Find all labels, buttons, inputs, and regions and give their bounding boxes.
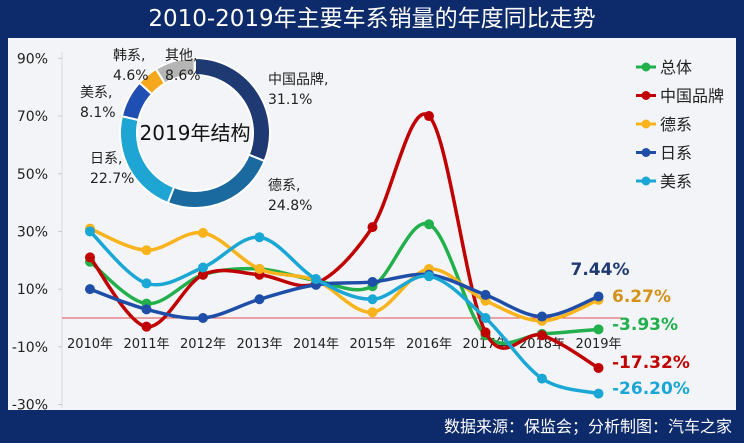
data-point — [480, 327, 491, 338]
data-point — [537, 373, 547, 384]
legend-label: 总体 — [660, 58, 692, 77]
data-point — [141, 304, 152, 315]
legend-label: 中国品牌 — [660, 87, 724, 106]
donut-slice — [154, 56, 196, 85]
end-value-label: -17.32% — [612, 353, 690, 373]
data-point — [367, 307, 378, 318]
series-1: -17.32% 中国品牌 — [85, 87, 724, 373]
legend-label: 日系 — [660, 144, 692, 163]
y-tick-label: 10% — [17, 282, 48, 298]
x-tick-label: 2013年 — [236, 337, 282, 352]
x-tick-label: 2016年 — [406, 337, 452, 352]
data-point — [141, 245, 152, 256]
y-tick-label: 30% — [17, 224, 48, 240]
end-value-label: -26.20% — [612, 379, 690, 399]
legend-marker — [641, 148, 651, 157]
donut-label-name: 韩系, — [113, 48, 145, 64]
end-value-label: 6.27% — [612, 287, 671, 307]
data-point — [537, 330, 547, 341]
series-4: -26.20% 美系 — [85, 172, 692, 399]
series-line — [89, 226, 600, 323]
data-point — [141, 278, 152, 289]
x-tick-label: 2011年 — [123, 337, 169, 352]
data-point — [593, 388, 604, 399]
data-point — [85, 252, 95, 263]
data-point — [424, 111, 434, 122]
data-point — [198, 262, 208, 273]
data-point — [311, 274, 321, 285]
donut-slice — [194, 56, 271, 163]
series-3: 7.44% 日系 — [85, 144, 692, 323]
donut-title: 2019年结构 — [140, 121, 251, 145]
data-point — [480, 289, 491, 300]
donut-label-value: 8.1% — [80, 105, 116, 121]
x-tick-label: 2019年 — [575, 337, 621, 352]
y-tick-label: 70% — [17, 109, 48, 125]
end-value-label: -3.93% — [612, 315, 678, 335]
data-point — [85, 284, 95, 295]
donut-slice — [166, 153, 266, 209]
series-line — [89, 272, 600, 321]
data-point — [424, 219, 434, 230]
x-tick-label: 2015年 — [349, 337, 395, 352]
legend-label: 美系 — [660, 172, 692, 191]
donut-label-value: 24.8% — [268, 198, 312, 214]
data-point — [254, 294, 265, 305]
legend-marker — [641, 119, 651, 129]
donut-label-name: 美系, — [80, 85, 112, 101]
data-point — [593, 362, 604, 373]
donut-label-name: 德系, — [268, 178, 300, 194]
donut-label-value: 4.6% — [113, 68, 149, 84]
donut-label-value: 31.1% — [268, 92, 312, 108]
data-point — [593, 291, 604, 302]
data-point — [480, 313, 491, 323]
data-point — [198, 227, 208, 238]
data-point — [254, 263, 265, 274]
donut-label-value: 22.7% — [90, 171, 134, 187]
data-point — [367, 276, 378, 287]
legend-marker — [641, 176, 651, 186]
source-footer: 数据来源：保监会；分析制图：汽车之家 — [0, 410, 744, 443]
data-point — [85, 226, 95, 237]
donut-label-name: 中国品牌, — [268, 71, 328, 88]
data-point — [593, 324, 604, 335]
donut-label-name: 日系, — [90, 151, 122, 167]
y-tick-label: 90% — [17, 51, 48, 67]
data-point — [367, 294, 378, 305]
data-point — [424, 271, 434, 282]
x-tick-label: 2010年 — [67, 337, 113, 352]
y-tick-label: -30% — [12, 398, 48, 414]
data-point — [367, 222, 378, 233]
chart-title: 2010-2019年主要车系销量的年度同比走势 — [0, 0, 744, 38]
legend-marker — [641, 91, 651, 100]
legend-marker — [641, 62, 651, 72]
x-tick-label: 2014年 — [293, 337, 339, 352]
end-value-label: 7.44% — [571, 260, 630, 280]
data-point — [141, 321, 152, 332]
donut-label-name: 其他, — [165, 48, 197, 64]
series-line — [88, 112, 600, 370]
y-tick-label: -10% — [12, 340, 48, 356]
legend-label: 德系 — [660, 115, 692, 134]
data-point — [254, 232, 265, 243]
data-point — [198, 313, 208, 323]
donut-label-value: 8.6% — [165, 68, 201, 84]
data-point — [198, 269, 208, 280]
series-line — [88, 230, 599, 396]
y-tick-label: 50% — [17, 167, 48, 183]
data-point — [537, 311, 547, 322]
x-tick-label: 2012年 — [180, 337, 226, 352]
